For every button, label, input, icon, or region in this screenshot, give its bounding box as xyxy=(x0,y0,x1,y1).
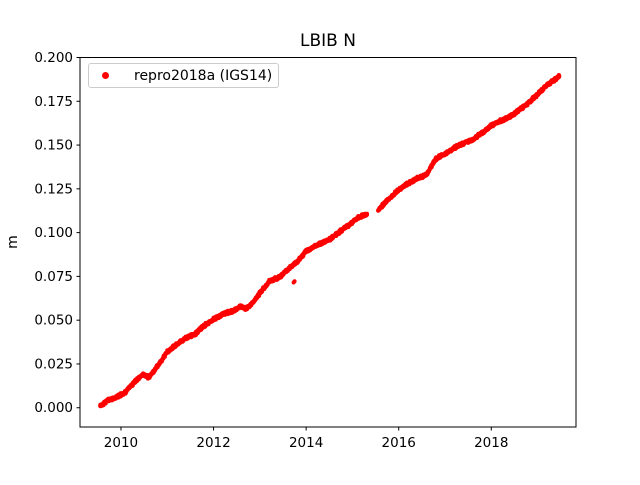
x-tick-label: 2010 xyxy=(104,435,138,451)
y-tick-label: 0.200 xyxy=(34,50,73,66)
x-tick-label: 2016 xyxy=(382,435,416,451)
data-point xyxy=(365,212,370,217)
scatter-points xyxy=(98,73,562,409)
x-tick-label: 2014 xyxy=(289,435,323,451)
chart-title: LBIB N xyxy=(300,31,356,51)
y-tick-label: 0.150 xyxy=(34,138,73,154)
y-tick-label: 0.075 xyxy=(34,269,73,285)
y-tick-label: 0.050 xyxy=(34,313,73,329)
legend-entry-label: repro2018a (IGS14) xyxy=(134,67,273,84)
legend-marker-dot xyxy=(102,72,109,79)
data-point-outlier xyxy=(292,279,297,284)
x-tick-label: 2018 xyxy=(474,435,508,451)
axis-ticks: 2010 2012 2014 2016 2018 0.000 0.025 0.050 0.075… xyxy=(34,50,508,451)
y-tick-label: 0.125 xyxy=(34,181,73,197)
y-axis-label: m xyxy=(5,235,21,249)
axes-spines xyxy=(79,57,577,428)
y-tick-label: 0.100 xyxy=(34,225,73,241)
data-point xyxy=(557,74,562,79)
x-tick-label: 2012 xyxy=(196,435,230,451)
legend: repro2018a (IGS14) xyxy=(88,63,279,88)
y-tick-label: 0.175 xyxy=(34,94,73,110)
y-tick-label: 0.000 xyxy=(34,400,73,416)
y-tick-label: 0.025 xyxy=(34,356,73,372)
